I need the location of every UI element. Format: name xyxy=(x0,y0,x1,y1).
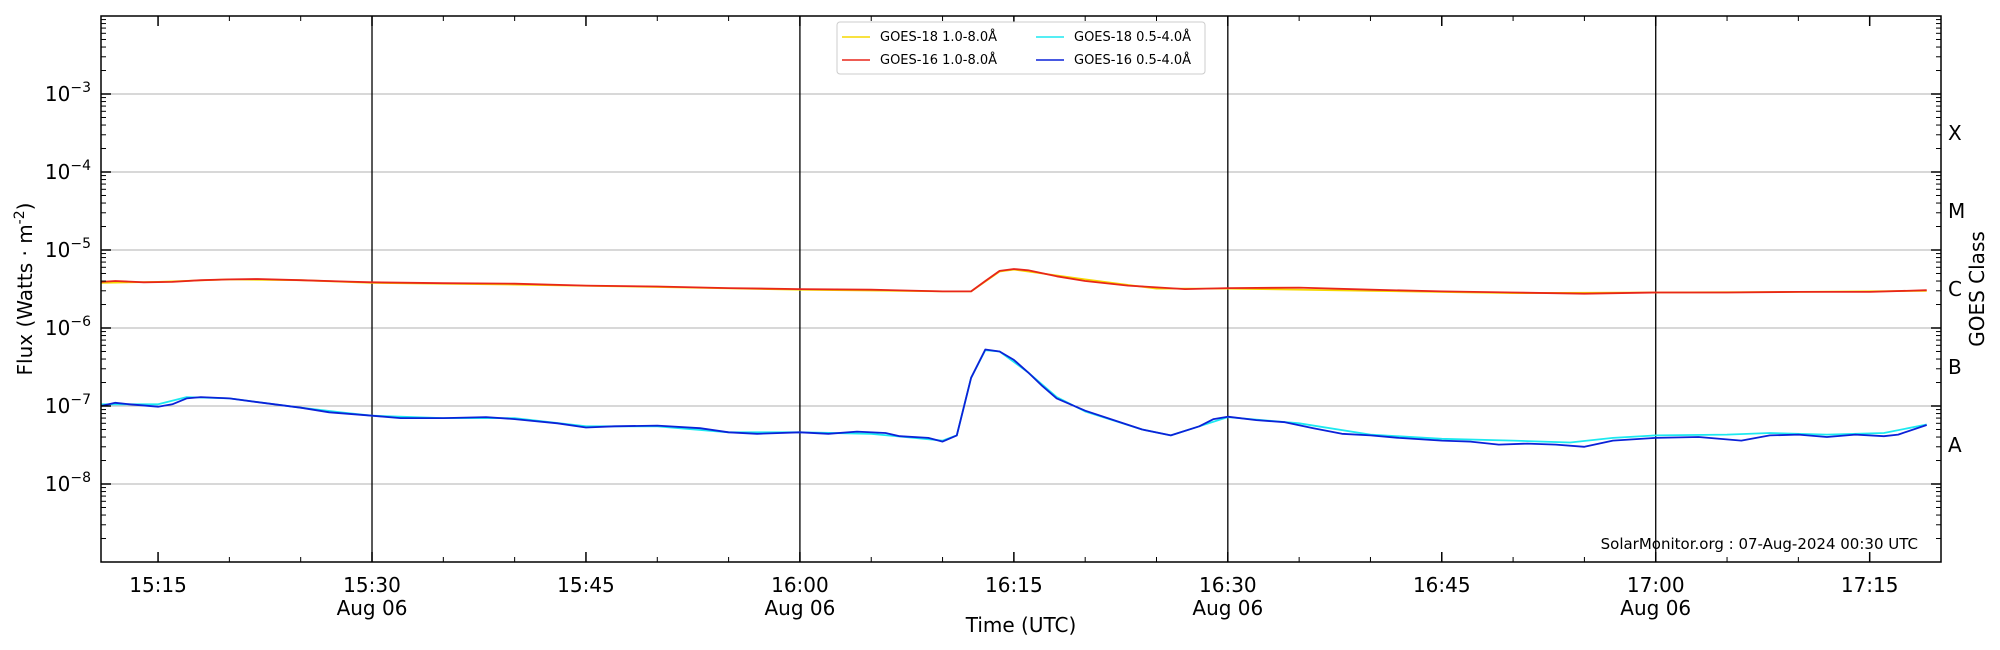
y-tick-exponent: −6 xyxy=(70,314,91,330)
goes-class-label: X xyxy=(1948,121,1962,145)
x-tick-label: 15:45 xyxy=(557,573,615,597)
x-tick-label: 15:30 xyxy=(343,573,401,597)
goes-class-label: A xyxy=(1948,433,1962,457)
legend-label-goes18-long: GOES-18 1.0-8.0Å xyxy=(880,29,997,45)
y-tick-exponent: −4 xyxy=(70,158,91,174)
plot-frame xyxy=(100,15,1942,563)
y2-axis-title: GOES Class xyxy=(1965,231,1989,347)
y-axis-title-sup: -2 xyxy=(12,210,28,224)
x-tick-label: 16:15 xyxy=(985,573,1043,597)
x-tick-label: 17:00 xyxy=(1627,573,1685,597)
goes-class-label: M xyxy=(1948,199,1965,223)
x-tick-date-label: Aug 06 xyxy=(1192,596,1263,620)
x-tick-label: 16:00 xyxy=(771,573,829,597)
y-tick-base: 10 xyxy=(45,472,70,496)
y-tick-exponent: −7 xyxy=(70,392,91,408)
x-tick-label: 17:15 xyxy=(1841,573,1899,597)
goes-class-labels: A B C M X xyxy=(1948,121,1965,457)
y-tick-label: 10−4 xyxy=(45,158,91,184)
y-tick-base: 10 xyxy=(45,238,70,262)
y-tick-label: 10−6 xyxy=(45,314,91,340)
goes-class-label: B xyxy=(1948,355,1962,379)
y-tick-exponent: −3 xyxy=(70,80,91,96)
legend-label-goes18-short: GOES-18 0.5-4.0Å xyxy=(1074,29,1191,45)
series-line-3 xyxy=(100,348,1927,448)
series-line-1 xyxy=(100,268,1927,295)
y-tick-label: 10−7 xyxy=(45,392,91,418)
grid xyxy=(101,16,1941,562)
x-tick-label: 15:15 xyxy=(129,573,187,597)
series-line-0 xyxy=(100,268,1927,294)
y-tick-base: 10 xyxy=(45,160,70,184)
legend-label-goes16-long: GOES-16 1.0-8.0Å xyxy=(880,52,997,68)
x-tick-label: 16:30 xyxy=(1199,573,1257,597)
y-axis-title-close: ) xyxy=(13,203,37,211)
y-tick-base: 10 xyxy=(45,394,70,418)
x-tick-date-label: Aug 06 xyxy=(764,596,835,620)
solarmonitor-watermark: SolarMonitor.org : 07-Aug-2024 00:30 UTC xyxy=(1601,535,1918,553)
legend: GOES-18 1.0-8.0Å GOES-16 1.0-8.0Å GOES-1… xyxy=(836,21,1206,75)
y-axis-title: Flux (Watts · m-2) xyxy=(12,203,37,376)
x-tick-date-label: Aug 06 xyxy=(337,596,408,620)
y-tick-exponent: −8 xyxy=(70,470,91,486)
y-tick-base: 10 xyxy=(45,316,70,340)
x-tick-date-label: Aug 06 xyxy=(1620,596,1691,620)
y-tick-base: 10 xyxy=(45,82,70,106)
goes-class-label: C xyxy=(1948,277,1962,301)
legend-label-goes16-short: GOES-16 0.5-4.0Å xyxy=(1074,52,1191,68)
y-tick-label: 10−3 xyxy=(45,80,91,106)
series-lines xyxy=(100,268,1927,448)
y-tick-exponent: −5 xyxy=(70,236,91,252)
y-tick-label: 10−5 xyxy=(45,236,91,262)
y-tick-label: 10−8 xyxy=(45,470,91,496)
series-line-2 xyxy=(101,349,1927,444)
legend-box xyxy=(836,21,1206,75)
y-axis-title-main: Flux (Watts · m xyxy=(13,224,37,375)
x-tick-label: 16:45 xyxy=(1413,573,1471,597)
x-axis-title: Time (UTC) xyxy=(965,613,1077,637)
